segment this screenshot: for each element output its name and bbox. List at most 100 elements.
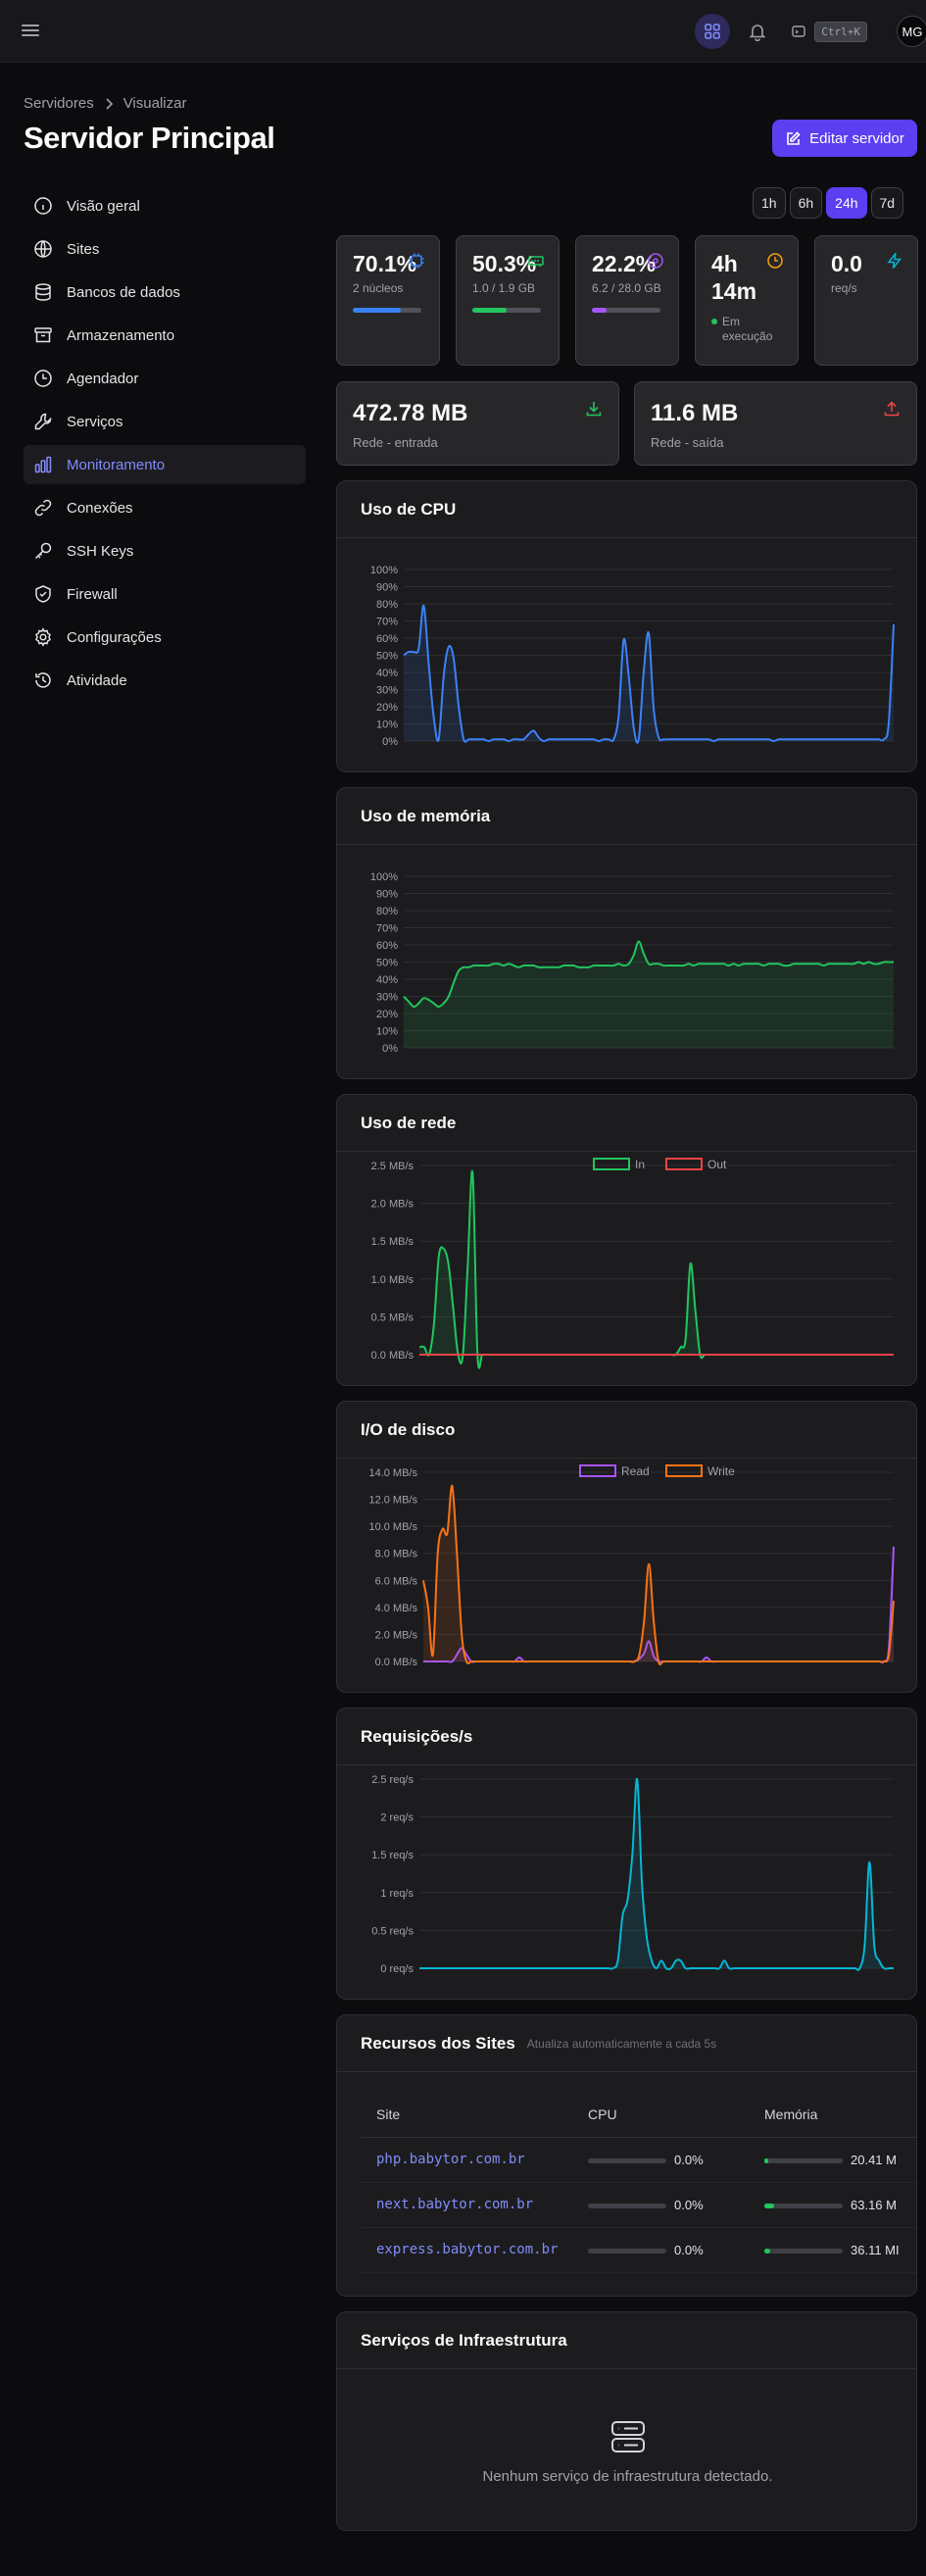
range-6h-button[interactable]: 6h	[789, 187, 823, 219]
shortcut-badge: Ctrl+K	[814, 21, 867, 42]
site-link[interactable]: express.babytor.com.br	[376, 2242, 559, 2257]
sidebar: Visão geral Sites Bancos de dados Armaze…	[24, 186, 306, 704]
top-bar: Ctrl+K MG	[0, 0, 926, 63]
legend-label: Read	[621, 1464, 650, 1478]
network-in-label: Rede - entrada	[353, 435, 438, 450]
network-chart: 0.0 MB/s 0.5 MB/s 1.0 MB/s 1.5 MB/s 2.0 MB/s…	[337, 1152, 916, 1385]
y-tick-label: 0.5 req/s	[371, 1925, 414, 1937]
requests-chart-card: Requisições/s 0 req/s 0.5 req/s 1 req/s 1.5…	[336, 1708, 917, 2000]
sidebar-item-databases[interactable]: Bancos de dados	[24, 272, 306, 312]
stat-card-disk: 22.2% 6.2 / 28.0 GB	[575, 235, 679, 366]
upload-icon	[884, 401, 900, 417]
range-24h-button[interactable]: 24h	[826, 187, 867, 219]
time-range-selector: 1h 6h 24h 7d	[753, 187, 904, 219]
y-tick-label: 2.0 MB/s	[371, 1199, 414, 1211]
sidebar-item-monitoring[interactable]: Monitoramento	[24, 445, 306, 484]
memory-usage-bar	[764, 2248, 843, 2254]
series-area	[423, 1485, 894, 1665]
sidebar-item-connections[interactable]: Conexões	[24, 488, 306, 527]
series-line	[422, 1484, 895, 1666]
cpu-usage-value: 0.0%	[674, 2242, 704, 2257]
legend-swatch	[579, 1464, 616, 1477]
disk-icon	[648, 253, 663, 269]
sidebar-item-label: Monitoramento	[67, 456, 166, 473]
breadcrumb: Servidores Visualizar	[24, 95, 186, 112]
edit-server-button[interactable]: Editar servidor	[772, 120, 917, 157]
network-in-value: 472.78 MB	[353, 400, 468, 426]
y-tick-label: 70%	[376, 923, 398, 935]
y-tick-label: 8.0 MB/s	[375, 1549, 418, 1560]
network-out-card: 11.6 MB Rede - saída	[634, 381, 917, 466]
sidebar-item-firewall[interactable]: Firewall	[24, 574, 306, 614]
sidebar-item-label: Firewall	[67, 585, 118, 603]
y-tick-label: 0.0 MB/s	[375, 1657, 418, 1668]
y-tick-label: 30%	[376, 685, 398, 697]
memory-usage-value: 36.11 MI	[851, 2242, 900, 2257]
site-resources-card: Recursos dos Sites Atualiza automaticame…	[336, 2014, 917, 2297]
network-in-card: 472.78 MB Rede - entrada	[336, 381, 619, 466]
sidebar-item-label: Atividade	[67, 671, 127, 689]
cpu-usage-value: 0.0%	[674, 2152, 704, 2167]
sidebar-item-sites[interactable]: Sites	[24, 229, 306, 269]
column-header-site: Site	[361, 2092, 572, 2138]
y-tick-label: 4.0 MB/s	[375, 1603, 418, 1614]
sidebar-item-storage[interactable]: Armazenamento	[24, 316, 306, 355]
cpu-usage-bar	[588, 2203, 666, 2208]
sidebar-item-activity[interactable]: Atividade	[24, 661, 306, 700]
sidebar-item-services[interactable]: Serviços	[24, 402, 306, 441]
server-icon	[610, 2421, 645, 2452]
sidebar-item-scheduler[interactable]: Agendador	[24, 359, 306, 398]
y-tick-label: 2.0 MB/s	[375, 1629, 418, 1641]
series-line	[403, 940, 894, 1009]
card-title: Uso de memória	[361, 806, 491, 825]
y-tick-label: 20%	[376, 1009, 398, 1020]
requests-unit: req/s	[831, 281, 857, 295]
cpu-chart-card: Uso de CPU 0% 10% 20% 30% 40% 50% 60% 70% 80% 90%…	[336, 480, 917, 772]
apps-grid-icon[interactable]	[695, 14, 731, 49]
site-link[interactable]: next.babytor.com.br	[376, 2197, 534, 2212]
series-area	[404, 605, 894, 743]
command-search-button[interactable]: Ctrl+K	[791, 21, 867, 42]
memory-usage-value: 20.41 M	[851, 2152, 897, 2167]
range-1h-button[interactable]: 1h	[753, 187, 786, 219]
legend-swatch	[665, 1158, 703, 1170]
sidebar-item-settings[interactable]: Configurações	[24, 618, 306, 657]
edit-server-label: Editar servidor	[809, 129, 904, 147]
avatar[interactable]: MG	[897, 16, 926, 47]
y-tick-label: 2.5 MB/s	[371, 1161, 414, 1172]
sidebar-item-label: Bancos de dados	[67, 283, 180, 301]
memory-chart-card: Uso de memória 0% 10% 20% 30% 40% 50% 60% 70% 80…	[336, 787, 917, 1079]
link-icon	[34, 499, 52, 517]
sidebar-item-overview[interactable]: Visão geral	[24, 186, 306, 225]
network-chart-card: Uso de rede 0.0 MB/s 0.5 MB/s 1.0 MB/s 1.5 …	[336, 1094, 917, 1386]
uptime-status: Em execução	[711, 315, 782, 344]
memory-progress-bar	[472, 308, 541, 313]
sidebar-item-ssh-keys[interactable]: SSH Keys	[24, 531, 306, 570]
clock-icon	[34, 370, 52, 387]
memory-value: 50.3%	[472, 251, 537, 276]
breadcrumb-current: Visualizar	[122, 95, 187, 112]
disk-chart-card: I/O de disco 0.0 MB/s 2.0 MB/s 4.0 MB/s 6.0…	[336, 1401, 917, 1693]
sidebar-item-label: Armazenamento	[67, 326, 175, 344]
bell-icon[interactable]	[740, 14, 775, 49]
key-icon	[34, 542, 52, 560]
cpu-usage-value: 0.0%	[674, 2197, 704, 2212]
series-line	[403, 604, 895, 744]
uptime-status-label: Em execução	[722, 315, 773, 343]
stat-card-uptime: 4h 14m Em execução	[695, 235, 799, 366]
cpu-usage-bar	[588, 2248, 666, 2254]
series-area	[419, 1778, 894, 1970]
network-out-label: Rede - saída	[651, 435, 724, 450]
menu-icon[interactable]	[22, 22, 43, 41]
y-tick-label: 1.5 req/s	[371, 1850, 414, 1861]
chevron-right-icon	[106, 97, 113, 110]
range-7d-button[interactable]: 7d	[870, 187, 904, 219]
requests-value: 0.0	[831, 251, 862, 276]
requests-chart: 0 req/s 0.5 req/s 1 req/s 1.5 req/s 2 req/s 2…	[337, 1765, 916, 1999]
y-tick-label: 10%	[376, 1026, 398, 1038]
memory-usage-value: 63.16 M	[851, 2197, 897, 2212]
site-resources-table: Site CPU Memória php.babytor.com.br 0.0%…	[361, 2092, 916, 2273]
y-tick-label: 2.5 req/s	[371, 1774, 414, 1786]
site-link[interactable]: php.babytor.com.br	[376, 2152, 525, 2167]
breadcrumb-parent[interactable]: Servidores	[24, 95, 94, 112]
